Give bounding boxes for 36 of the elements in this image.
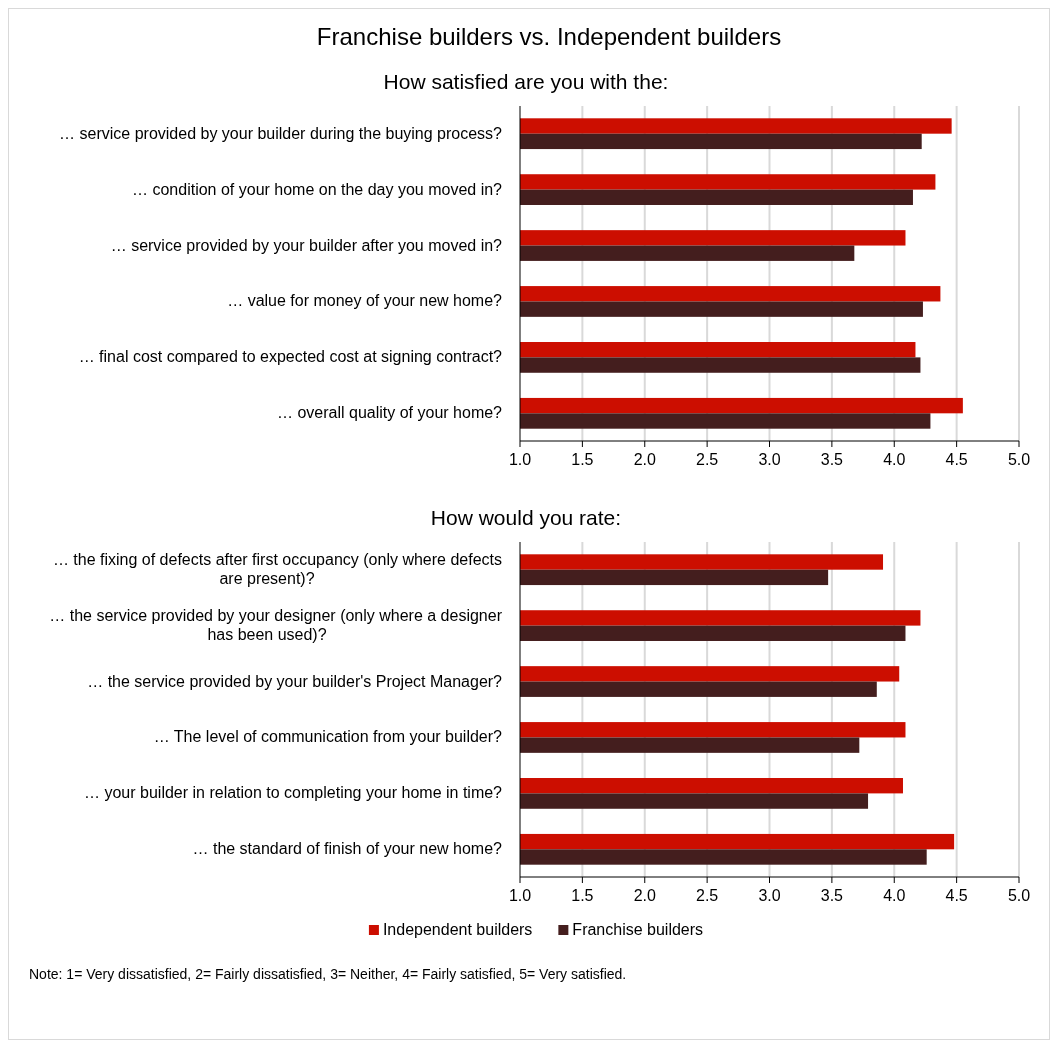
x-tick-label: 3.0 xyxy=(758,887,781,904)
x-tick-label: 2.0 xyxy=(633,887,656,904)
y-tick-label: … service provided by your builder after you moved in? xyxy=(110,236,503,254)
y-tick-label: … The level of communication from your builder? xyxy=(153,728,503,746)
y-tick-label: … your builder in relation to completing your home in time? xyxy=(84,784,503,802)
x-tick-label: 3.5 xyxy=(820,451,844,468)
legend-label: Franchise builders xyxy=(572,921,704,938)
text: Note: 1= Very dissatisfied, 2= Fairly dissatisfied, 3= Neither, 4= Fairly satisfied, 5= Very satisfied. xyxy=(29,966,627,982)
y-tick-label: … value for money of your new home? xyxy=(227,292,503,310)
x-tick-label: 4.0 xyxy=(883,887,906,904)
x-tick-label: 3.5 xyxy=(820,887,844,904)
y-tick-label: … service provided by your builder during the buying process? xyxy=(59,124,503,142)
x-tick-label: 4.0 xyxy=(883,451,906,468)
legend-label: Independent builders xyxy=(382,921,533,938)
chart-subtitle: How satisfied are you with the: xyxy=(383,70,669,93)
x-tick-label: 2.5 xyxy=(696,451,719,468)
chart-subtitle: How would you rate: xyxy=(430,506,622,529)
x-tick-label: 2.5 xyxy=(696,887,719,904)
x-tick-label: 5.0 xyxy=(1007,887,1031,904)
y-tick-label: … the service provided by your builder's Project Manager? xyxy=(87,672,503,690)
x-tick-label: 4.5 xyxy=(945,887,968,904)
x-tick-label: 2.0 xyxy=(633,451,656,468)
x-tick-label: 1.0 xyxy=(508,451,532,468)
y-tick-label: … overall quality of your home? xyxy=(277,404,503,422)
chart-title: Franchise builders vs. Independent builders xyxy=(316,23,782,50)
y-tick-label: … condition of your home on the day you moved in? xyxy=(132,180,503,198)
x-tick-label: 5.0 xyxy=(1007,451,1031,468)
x-tick-label: 3.0 xyxy=(758,451,781,468)
x-tick-label: 1.5 xyxy=(571,887,594,904)
x-tick-label: 1.0 xyxy=(508,887,532,904)
x-tick-label: 1.5 xyxy=(571,451,594,468)
y-tick-label: … the fixing of defects after first occupancy (only where defects are present)? xyxy=(52,551,502,588)
x-tick-label: 4.5 xyxy=(945,451,968,468)
y-tick-label: … the service provided by your designer (only where a designer has been used)? xyxy=(49,607,503,644)
y-tick-label: … final cost compared to expected cost at signing contract? xyxy=(78,348,503,366)
y-tick-label: … the standard of finish of your new home? xyxy=(192,840,503,858)
